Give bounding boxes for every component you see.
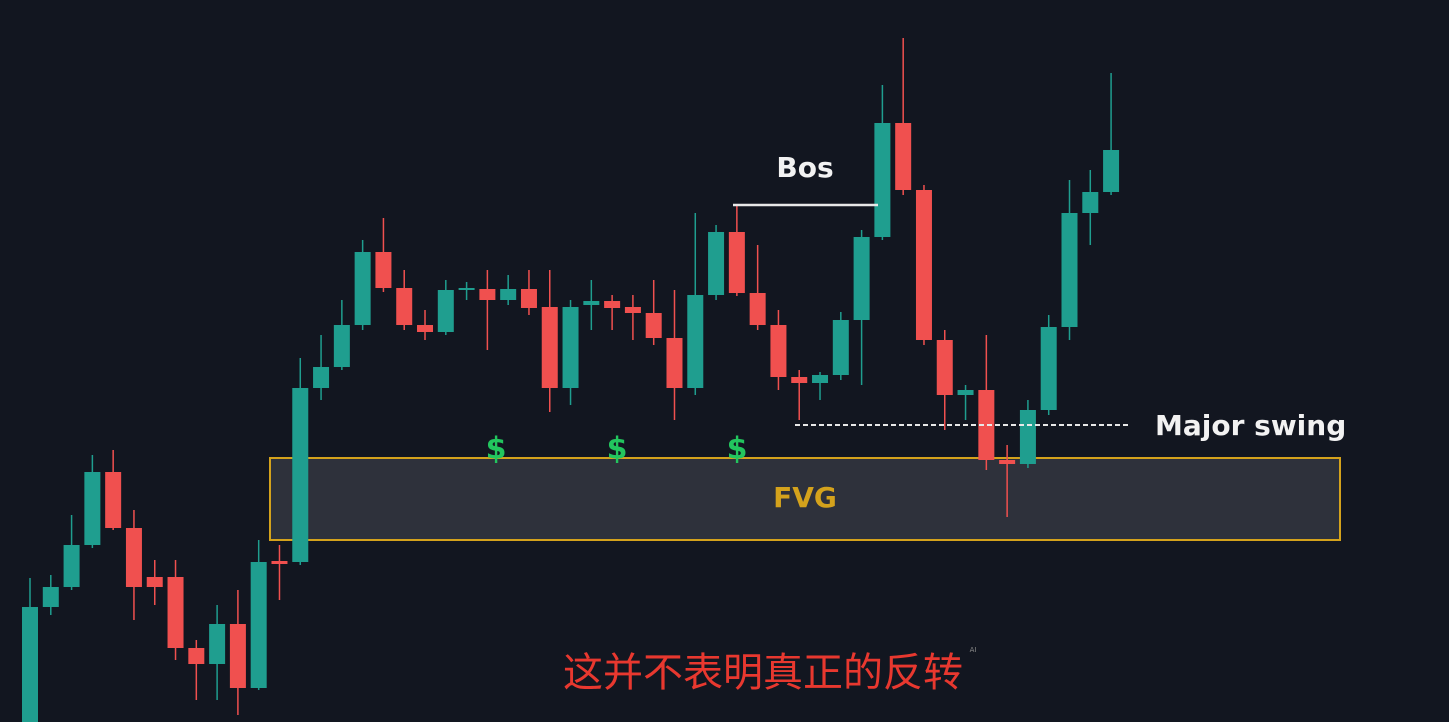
candle-body xyxy=(915,190,932,340)
candle-body xyxy=(188,648,205,664)
candle-body xyxy=(666,338,683,388)
candle-body xyxy=(333,325,350,367)
candle-body xyxy=(791,377,808,383)
candle-body xyxy=(1103,150,1120,192)
candle-body xyxy=(770,325,787,377)
candle-body xyxy=(874,123,891,237)
liquidity-mark: $ xyxy=(727,432,748,467)
candle-body xyxy=(562,307,579,388)
candle-body xyxy=(853,237,870,320)
candle-body xyxy=(583,301,600,305)
candle-body xyxy=(957,390,974,395)
candle-body xyxy=(1061,213,1078,327)
candle-body xyxy=(687,295,704,388)
liquidity-mark: $ xyxy=(607,432,628,467)
fvg-label: FVG xyxy=(773,481,837,514)
major-swing-label: Major swing xyxy=(1155,409,1346,442)
candle-body xyxy=(812,375,829,383)
candle-body xyxy=(146,577,163,587)
candle-body xyxy=(105,472,122,528)
candle-body xyxy=(1040,327,1057,410)
liquidity-mark: $ xyxy=(486,432,507,467)
candle-body xyxy=(458,288,475,290)
subtitle: 这并不表明真正的反转 xyxy=(563,650,963,696)
candle-body xyxy=(541,307,558,388)
candle-body xyxy=(1082,192,1099,213)
candle-body xyxy=(749,293,766,325)
candle-body xyxy=(728,232,745,293)
candle-body xyxy=(437,290,454,332)
candle-body xyxy=(500,289,517,300)
candle-body xyxy=(167,577,184,648)
candle-body xyxy=(250,562,267,688)
candle-body xyxy=(895,123,912,190)
candle-body xyxy=(645,313,662,338)
candle-body xyxy=(271,561,288,564)
candle-body xyxy=(936,340,953,395)
candle-body xyxy=(708,232,725,295)
candle-body xyxy=(604,301,621,308)
candle-body xyxy=(999,460,1016,464)
candle-body xyxy=(479,289,496,300)
candle-body xyxy=(63,545,80,587)
candle-body xyxy=(229,624,246,688)
candle-body xyxy=(22,607,38,722)
candle-body xyxy=(125,528,142,587)
candle-body xyxy=(832,320,849,375)
candle-body xyxy=(375,252,392,288)
bos-label: Bos xyxy=(776,151,833,184)
candle-body xyxy=(313,367,330,388)
candle-body xyxy=(1019,410,1036,464)
candle-body xyxy=(978,390,995,460)
candle-body xyxy=(396,288,413,325)
candle-body xyxy=(417,325,434,332)
candle-body xyxy=(42,587,59,607)
candle-body xyxy=(624,307,641,313)
candle-body xyxy=(292,388,309,562)
fvg-zone xyxy=(269,457,1341,541)
candle-body xyxy=(209,624,226,664)
candle-body xyxy=(84,472,101,545)
watermark: AI xyxy=(970,646,977,654)
candle-body xyxy=(354,252,371,325)
candle-body xyxy=(520,289,537,308)
